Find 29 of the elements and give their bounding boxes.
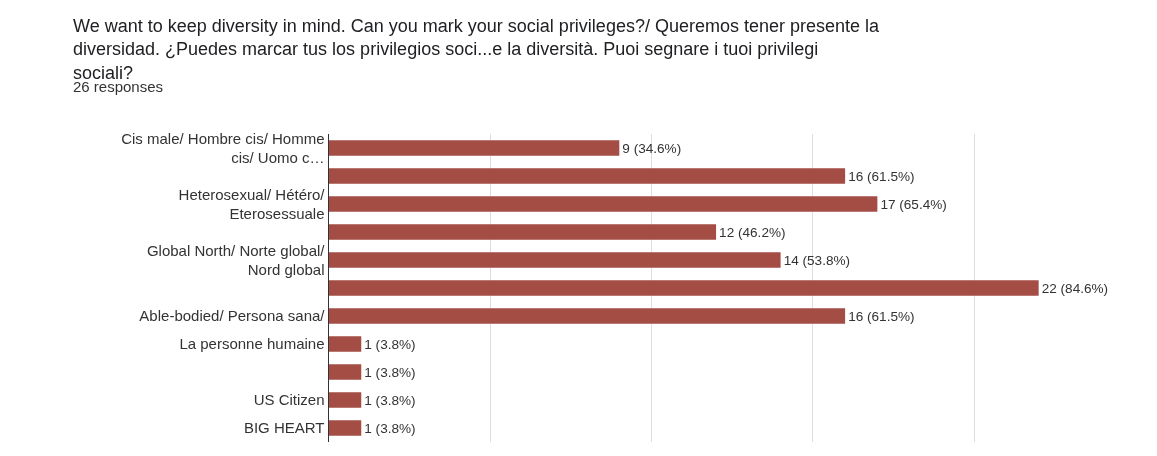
y-tick-label: Able-bodied/ Persona sana/ [139,307,326,325]
bar [329,280,1039,296]
bar [329,308,846,324]
data-label: 1 (3.8%) [364,392,416,408]
y-tick-label: Cis male/ Hombre cis/ Homme cis/ Uomo c… [121,129,325,166]
data-label: 17 (65.4%) [880,196,947,212]
data-label: 14 (53.8%) [783,252,851,268]
y-tick-label: Global North/ Norte global/ Nord global [146,241,326,278]
y-tick-label: BIG HEART [243,419,325,437]
data-label: 16 (61.5%) [848,168,915,184]
data-label: 9 (34.6%) [622,140,682,156]
bar [329,336,362,352]
bar [329,364,362,380]
data-label: 1 (3.8%) [364,336,416,352]
y-tick-label: Heterosexual/ Hétéro/ Eterosessuale [178,185,326,222]
bar [329,168,846,184]
bar [329,196,878,212]
data-label: 1 (3.8%) [364,364,416,380]
bar [329,140,620,156]
data-label: 1 (3.8%) [364,420,416,436]
bar [329,392,362,408]
y-tick-label: US Citizen [253,391,325,409]
y-tick-label: La personne humaine [179,335,325,353]
data-label: 22 (84.6%) [1041,280,1109,296]
bar [329,224,717,240]
data-label: 12 (46.2%) [719,224,786,240]
data-label: 16 (61.5%) [848,308,915,324]
bar [329,252,781,268]
bar [329,420,362,436]
